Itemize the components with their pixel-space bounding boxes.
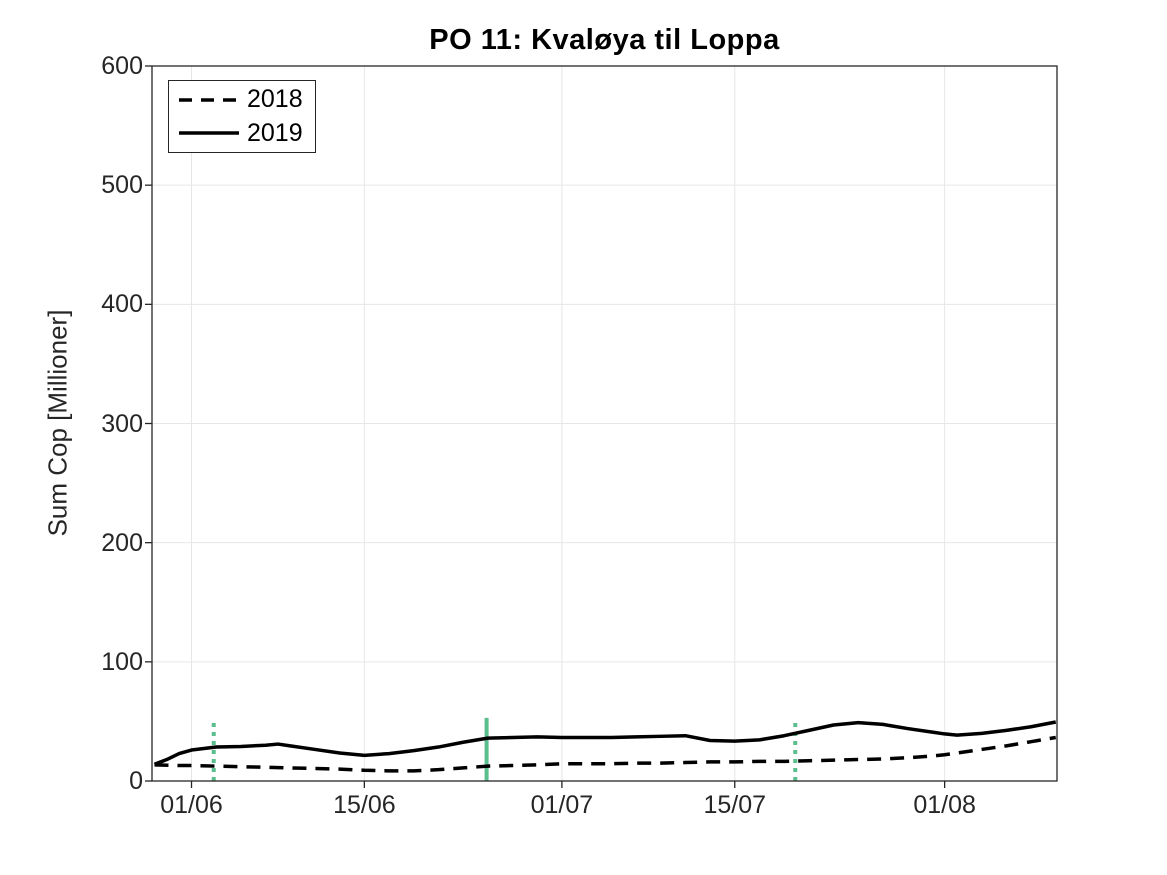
- series-line-2018: [154, 735, 1057, 773]
- y-tick-label: 500: [101, 171, 143, 200]
- x-tick-label: 01/07: [530, 791, 594, 819]
- legend-line-sample-solid: [179, 131, 239, 136]
- x-tick-label: 01/08: [913, 791, 976, 819]
- x-tick-label: 01/06: [160, 791, 223, 819]
- legend-item-2018: 2018: [178, 85, 315, 115]
- chart-title: PO 11: Kvaløya til Loppa: [429, 24, 780, 56]
- y-tick-label: 400: [101, 290, 143, 319]
- x-tick-label: 15/06: [333, 791, 396, 819]
- y-tick-label: 200: [101, 528, 143, 557]
- series-line-2019: [153, 720, 1057, 766]
- legend-item-2019: 2019: [178, 118, 315, 148]
- y-tick-label: 100: [101, 647, 143, 676]
- legend-label-2018: 2018: [247, 85, 303, 114]
- x-tick-label: 15/07: [703, 791, 767, 819]
- legend-label-2019: 2019: [247, 118, 303, 147]
- legend: 2018 2019: [168, 80, 316, 153]
- y-tick-label: 300: [101, 409, 143, 438]
- y-tick-label: 600: [101, 52, 143, 80]
- legend-line-sample-dashed: [179, 97, 239, 102]
- y-tick-label: 0: [129, 767, 143, 795]
